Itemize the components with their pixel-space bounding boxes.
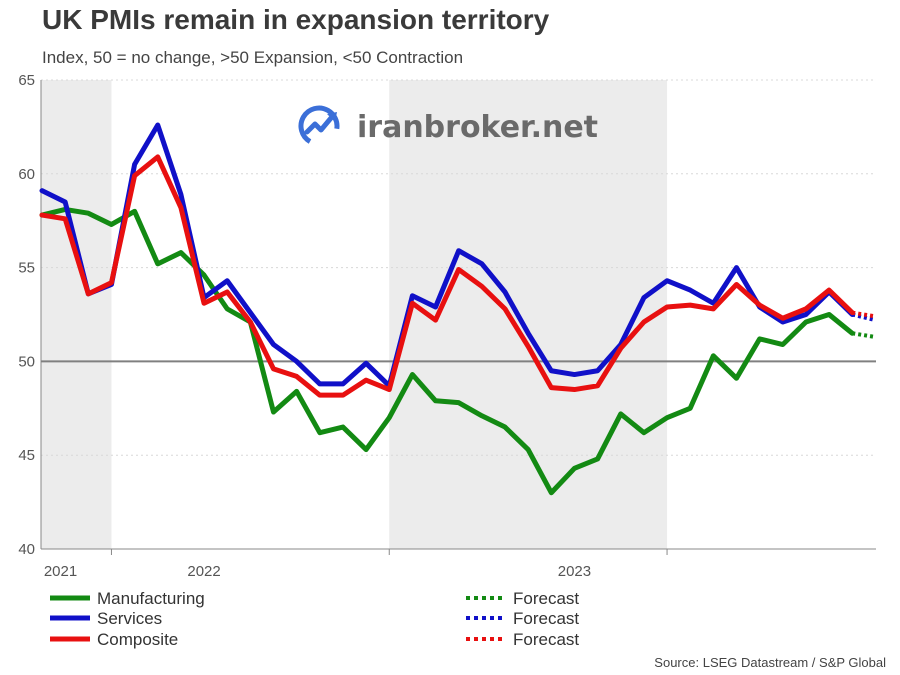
legend-label: Services xyxy=(97,609,162,628)
forecast-line-composite xyxy=(851,310,876,319)
chart-trend-icon xyxy=(298,105,340,147)
x-year-label: 2022 xyxy=(187,563,220,580)
y-axis-ticks: 40 45 50 55 60 65 xyxy=(18,72,35,558)
chart-subtitle: Index, 50 = no change, >50 Expansion, <5… xyxy=(42,48,464,67)
x-axis-year-labels: 2021202220232024 xyxy=(44,563,591,580)
series-line-manufacturing xyxy=(39,206,855,496)
watermark: iranbroker.net xyxy=(298,105,598,147)
shaded-year-bands xyxy=(41,80,668,549)
legend: ManufacturingServicesCompositeForecastFo… xyxy=(50,589,579,649)
axes xyxy=(40,80,876,555)
shaded-band xyxy=(41,80,112,549)
forecast-line-services xyxy=(851,312,876,323)
legend-label: Manufacturing xyxy=(97,589,205,608)
y-tick-label: 40 xyxy=(18,541,35,558)
y-tick-label: 65 xyxy=(18,72,35,89)
legend-label: Forecast xyxy=(513,630,579,649)
legend-label: Forecast xyxy=(513,589,579,608)
y-tick-label: 60 xyxy=(18,166,35,183)
forecast-line-manufacturing xyxy=(851,331,876,339)
y-tick-label: 55 xyxy=(18,260,35,277)
series-line-composite xyxy=(39,154,855,398)
legend-label: Forecast xyxy=(513,609,579,628)
x-year-label: 2023 xyxy=(558,563,591,580)
series-lines xyxy=(39,122,876,496)
x-year-label: 2021 xyxy=(44,563,77,580)
series-line-services xyxy=(39,122,855,389)
legend-label: Composite xyxy=(97,630,178,649)
chart-title: UK PMIs remain in expansion territory xyxy=(42,4,550,35)
y-tick-label: 50 xyxy=(18,353,35,370)
source-note: Source: LSEG Datastream / S&P Global xyxy=(654,655,886,670)
watermark-text: iranbroker.net xyxy=(357,110,598,145)
y-tick-label: 45 xyxy=(18,447,35,464)
